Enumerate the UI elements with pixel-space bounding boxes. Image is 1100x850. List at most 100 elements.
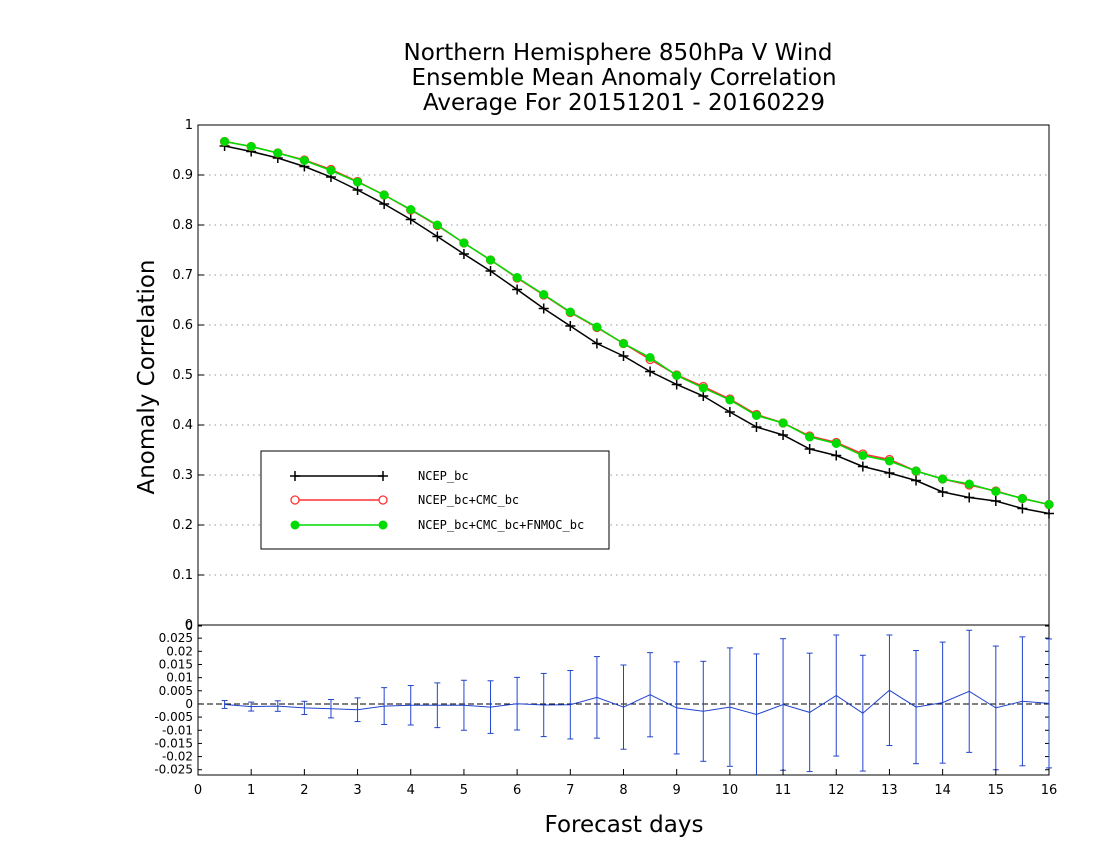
series-point-1 <box>698 391 709 401</box>
series-point-1 <box>538 303 549 314</box>
series-point-3 <box>672 371 682 380</box>
diff-y-tick-label: 0 <box>185 697 193 711</box>
series-point-1 <box>645 366 656 377</box>
series-point-3 <box>911 466 921 476</box>
series-point-3 <box>645 353 655 362</box>
x-tick-label: 10 <box>722 783 739 798</box>
diff-y-tick-label: -0.025 <box>154 763 193 777</box>
series-point-1 <box>671 379 682 390</box>
legend-label-1: NCEP_bc <box>418 469 469 483</box>
legend-label-3: NCEP_bc+CMC_bc+FNMOC_bc <box>418 518 584 532</box>
x-axis: 0 1 2 3 4 5 6 7 8 9 10 11 12 13 14 15 16 <box>194 769 1057 798</box>
series-point-3 <box>432 220 442 230</box>
diff-y-tick-label: 0.01 <box>166 671 193 685</box>
series-point-1 <box>857 461 868 472</box>
diff-y-tick-label: 0.025 <box>159 631 193 645</box>
diff-y-tick-label: 0.015 <box>159 657 193 671</box>
series-point-1 <box>512 284 523 295</box>
legend-marker-2 <box>290 495 300 505</box>
diff-y-tick-label: 0.005 <box>159 684 193 698</box>
series-point-3 <box>246 142 256 151</box>
y-tick-label: 0.6 <box>172 318 193 333</box>
diff-y-tick-label: 0 <box>185 619 193 633</box>
diff-y-tick-label: -0.02 <box>162 750 193 764</box>
title-line-2: Ensemble Mean Anomaly Correlation <box>411 65 836 91</box>
y-tick-label: 0.8 <box>172 218 193 233</box>
x-tick-label: 1 <box>247 783 255 798</box>
series-point-3 <box>964 479 974 489</box>
difference-plot-panel: 00.0250.020.0150.010.0050-0.005-0.01-0.0… <box>154 619 1052 777</box>
x-tick-label: 0 <box>194 783 202 798</box>
y-tick-label: 0.5 <box>172 368 193 383</box>
series-point-1 <box>618 351 629 361</box>
series-point-1 <box>804 444 815 454</box>
series-point-3 <box>486 255 496 265</box>
series-point-3 <box>778 418 788 428</box>
difference-line <box>224 689 1050 716</box>
series-line-1 <box>224 145 1050 515</box>
legend-marker-3 <box>378 520 388 530</box>
y-tick-label: 0.2 <box>172 518 193 533</box>
legend-marker-3 <box>290 520 300 530</box>
diff-y-tick-label: -0.015 <box>154 736 193 750</box>
chart-title: Northern Hemisphere 850hPa V Wind Ensemb… <box>404 40 837 116</box>
series-point-3 <box>512 273 522 282</box>
series-point-3 <box>459 238 469 248</box>
series-point-1 <box>937 487 948 497</box>
x-tick-label: 16 <box>1041 783 1058 798</box>
series-point-3 <box>273 148 283 158</box>
legend-label-2: NCEP_bc+CMC_bc <box>418 493 519 507</box>
y-tick-label: 1 <box>185 118 193 133</box>
series-point-1 <box>379 199 390 209</box>
x-tick-label: 2 <box>300 783 308 798</box>
x-tick-label: 14 <box>934 783 951 798</box>
series-point-3 <box>884 456 894 466</box>
series-point-3 <box>805 432 815 442</box>
legend-marker-1 <box>290 471 300 481</box>
legend-marker-1 <box>378 471 388 481</box>
series-point-3 <box>619 339 628 348</box>
series-point-3 <box>938 474 948 484</box>
series-point-1 <box>990 496 1001 506</box>
series-point-1 <box>485 266 496 276</box>
series-point-3 <box>831 439 841 448</box>
series-point-3 <box>1017 494 1027 503</box>
series-point-1 <box>405 214 416 225</box>
series-line-2 <box>224 140 1050 506</box>
x-tick-label: 11 <box>775 783 792 798</box>
y-tick-label: 0 <box>185 618 193 633</box>
legend-marker-2 <box>378 495 388 505</box>
series-point-1 <box>778 430 789 440</box>
y-tick-label: 0.7 <box>172 268 193 283</box>
title-line-3: Average For 20151201 - 20160229 <box>423 90 825 116</box>
x-tick-label: 15 <box>988 783 1005 798</box>
series-point-1 <box>458 249 469 259</box>
x-axis-label: Forecast days <box>545 812 704 838</box>
series-point-1 <box>1017 503 1028 514</box>
title-line-1: Northern Hemisphere 850hPa V Wind <box>404 40 833 66</box>
y-tick-label: 0.3 <box>172 468 193 483</box>
x-tick-label: 12 <box>828 783 845 798</box>
series-point-1 <box>831 450 842 461</box>
series-point-1 <box>751 422 762 432</box>
series-point-1 <box>964 492 975 503</box>
x-tick-label: 7 <box>566 783 574 798</box>
series-point-1 <box>911 475 922 486</box>
x-tick-label: 5 <box>460 783 468 798</box>
y-tick-label: 0.1 <box>172 568 193 583</box>
y-axis-label: Anomaly Correlation <box>134 259 160 494</box>
series-point-3 <box>698 383 708 393</box>
diff-y-tick-label: -0.01 <box>162 723 193 737</box>
series-point-3 <box>592 322 602 332</box>
series-point-3 <box>1044 500 1054 509</box>
series-point-1 <box>565 321 576 331</box>
x-tick-label: 4 <box>407 783 415 798</box>
series-point-1 <box>1044 508 1054 519</box>
series-point-3 <box>406 205 416 214</box>
series-point-3 <box>539 290 549 299</box>
series-point-3 <box>220 137 230 146</box>
series-point-3 <box>326 166 336 175</box>
x-tick-label: 9 <box>673 783 681 798</box>
y-tick-label: 0.9 <box>172 168 193 183</box>
